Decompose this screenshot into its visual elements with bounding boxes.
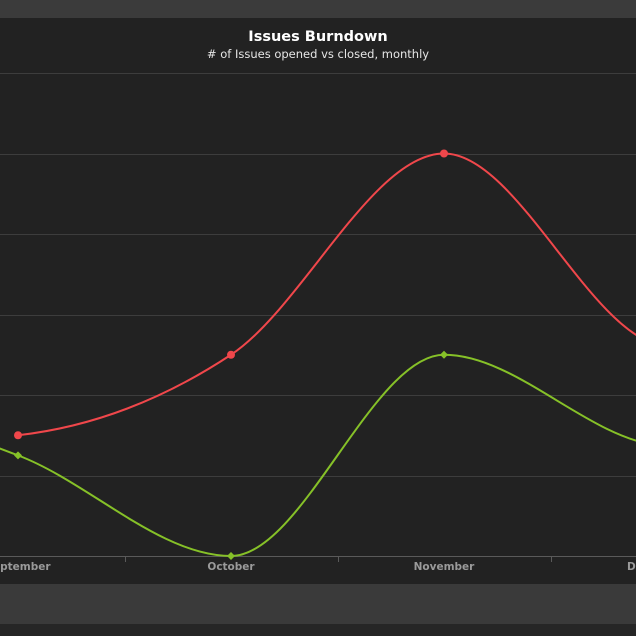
x-tick-label: December [627,561,636,573]
series-point [440,350,448,359]
series-layer [0,152,636,558]
series-point [440,149,448,158]
grid-lines [0,73,636,477]
series-point [227,552,235,560]
series-line [17,152,636,437]
x-axis: September October November December [0,556,636,573]
x-tick-label: September [0,561,51,573]
chart-title: Issues Burndown [248,29,388,45]
bottom-edge [0,624,636,636]
x-tick-label: October [207,561,255,573]
series-point [227,350,235,359]
chart-subtitle: # of Issues opened vs closed, monthly [206,47,430,61]
marker-layer [14,149,448,560]
bottom-bar [0,584,636,624]
x-tick-label: November [414,561,476,573]
top-toolbar [0,0,636,18]
series-point [14,431,22,440]
series-line [0,353,636,558]
series-point [14,451,22,460]
chart-panel [0,18,636,584]
